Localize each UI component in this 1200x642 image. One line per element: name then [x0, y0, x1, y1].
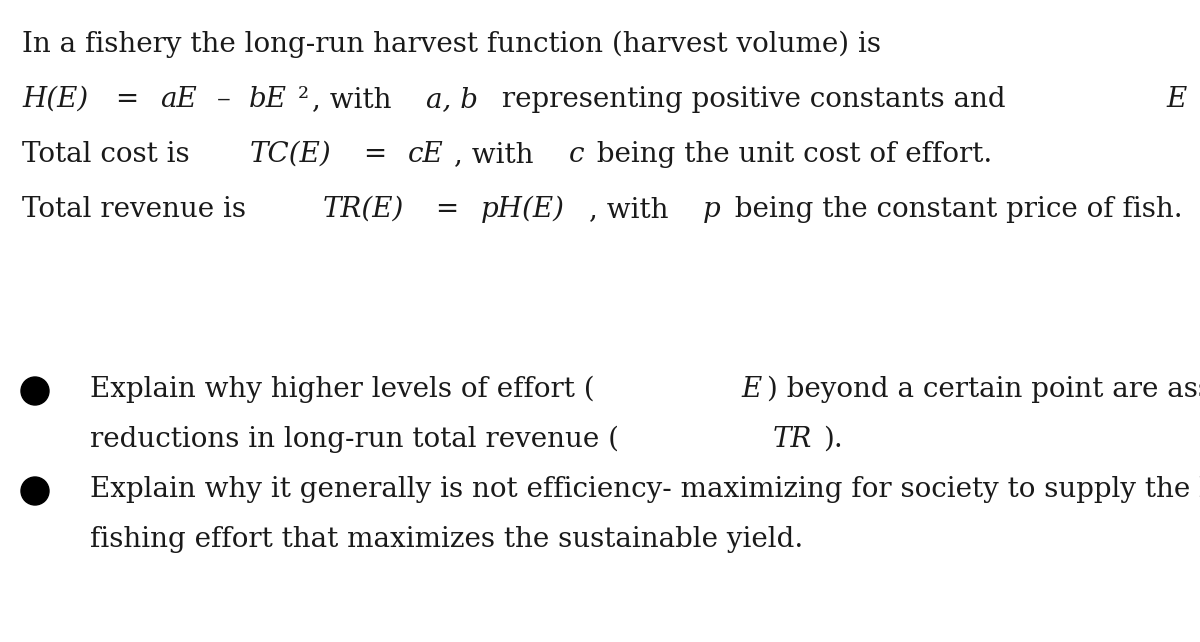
- Text: fishing effort that maximizes the sustainable yield.: fishing effort that maximizes the sustai…: [90, 526, 803, 553]
- Text: being the unit cost of effort.: being the unit cost of effort.: [588, 141, 992, 168]
- Text: =: =: [355, 141, 396, 168]
- Text: pH(E): pH(E): [480, 196, 564, 223]
- Text: Total cost is: Total cost is: [22, 141, 198, 168]
- Text: p: p: [703, 196, 721, 223]
- Text: aE: aE: [161, 86, 197, 113]
- Text: is fishing effort.: is fishing effort.: [1193, 86, 1200, 113]
- Text: Total revenue is: Total revenue is: [22, 196, 254, 223]
- Text: Explain why higher levels of effort (: Explain why higher levels of effort (: [90, 376, 595, 403]
- Text: , with: , with: [312, 86, 401, 113]
- Text: representing positive constants and: representing positive constants and: [493, 86, 1015, 113]
- Text: ²: ²: [298, 86, 310, 113]
- Text: , with: , with: [455, 141, 542, 168]
- Text: c: c: [569, 141, 584, 168]
- Text: cE: cE: [408, 141, 444, 168]
- Text: =: =: [108, 86, 149, 113]
- Text: ) beyond a certain point are associated with: ) beyond a certain point are associated …: [767, 376, 1200, 403]
- Text: =: =: [427, 196, 469, 223]
- Text: being the constant price of fish.: being the constant price of fish.: [726, 196, 1182, 223]
- Text: In a fishery the long-run harvest function (harvest volume) is: In a fishery the long-run harvest functi…: [22, 31, 881, 58]
- Text: E: E: [1166, 86, 1187, 113]
- Text: H(E): H(E): [22, 86, 89, 113]
- Text: reductions in long-run total revenue (: reductions in long-run total revenue (: [90, 426, 619, 453]
- Text: a, b: a, b: [426, 86, 479, 113]
- Text: , with: , with: [589, 196, 677, 223]
- Text: ).: ).: [823, 426, 844, 453]
- Text: TC(E): TC(E): [250, 141, 331, 168]
- Text: Explain why it generally is not efficiency- maximizing for society to supply the: Explain why it generally is not efficien…: [90, 476, 1200, 503]
- Text: E: E: [742, 376, 761, 403]
- Text: bE: bE: [248, 86, 287, 113]
- Circle shape: [22, 377, 49, 405]
- Text: TR(E): TR(E): [323, 196, 404, 223]
- Circle shape: [22, 477, 49, 505]
- Text: –: –: [208, 86, 240, 113]
- Text: TR: TR: [773, 426, 812, 453]
